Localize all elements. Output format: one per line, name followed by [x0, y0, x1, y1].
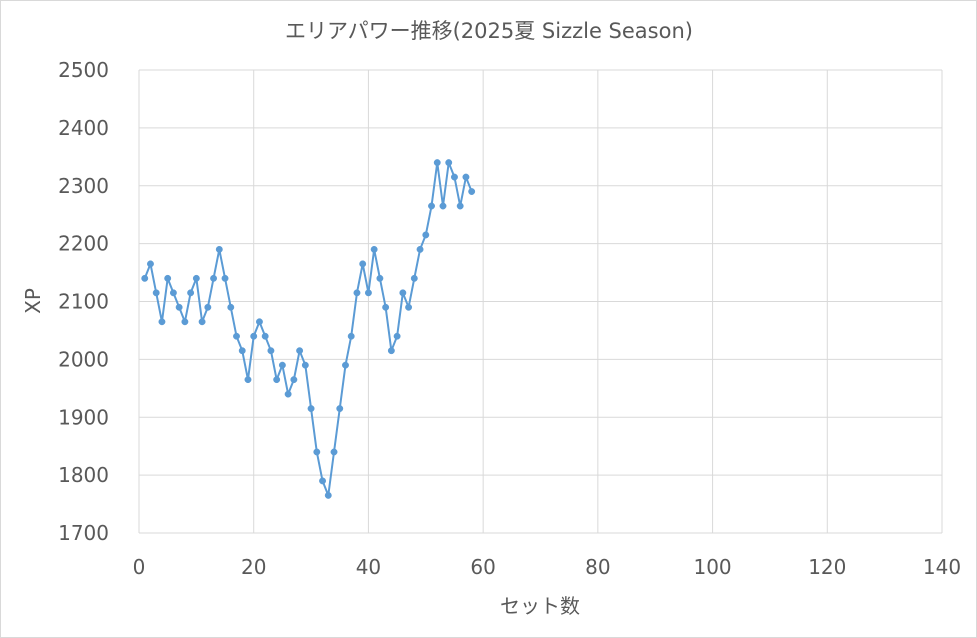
data-point	[382, 303, 390, 311]
data-point	[147, 260, 154, 268]
data-point	[187, 289, 195, 297]
data-point	[445, 159, 453, 167]
data-point	[451, 173, 458, 181]
data-point	[204, 303, 212, 311]
data-point	[370, 245, 378, 253]
chart-title: エリアパワー推移(2025夏 Sizzle Season)	[285, 19, 693, 43]
data-point	[324, 491, 332, 499]
data-point	[433, 159, 441, 167]
data-point	[210, 274, 218, 282]
data-point	[410, 274, 418, 282]
data-point	[462, 173, 470, 181]
data-point	[221, 274, 229, 282]
data-point	[468, 188, 476, 195]
x-axis-title: セット数	[500, 594, 580, 618]
data-point	[296, 347, 304, 355]
x-tick-label: 100	[693, 555, 731, 579]
data-point	[198, 318, 206, 326]
data-point	[405, 303, 413, 311]
x-tick-label: 80	[585, 555, 610, 579]
data-point	[141, 274, 149, 282]
data-point	[456, 202, 464, 210]
data-point	[336, 405, 344, 413]
y-tick-label: 2200	[58, 232, 109, 256]
data-point	[181, 318, 189, 326]
data-point	[215, 245, 223, 253]
grid-layer	[138, 69, 943, 534]
data-point	[152, 289, 160, 297]
data-point	[290, 376, 298, 384]
y-tick-label: 1700	[58, 521, 109, 545]
data-point	[364, 289, 372, 297]
x-tick-label: 60	[470, 555, 495, 579]
y-tick-label: 2500	[58, 58, 109, 82]
data-point	[175, 303, 183, 311]
data-point	[250, 332, 258, 340]
data-point	[192, 274, 200, 282]
data-point	[319, 477, 326, 485]
data-point	[428, 202, 435, 210]
data-point	[233, 332, 240, 340]
data-point	[439, 202, 447, 210]
data-point	[261, 332, 269, 340]
data-point	[393, 332, 401, 340]
y-tick-label: 1800	[58, 463, 109, 487]
data-point	[416, 245, 424, 253]
y-tick-label: 2100	[58, 290, 109, 314]
data-point	[158, 318, 166, 326]
tick-labels: 1700 1800 1900 2000 2100 2200 2300 2400 2500 0 20 4…	[58, 58, 961, 579]
x-tick-label: 20	[241, 555, 266, 579]
data-point	[376, 274, 384, 282]
data-point	[342, 361, 349, 369]
data-point	[399, 289, 407, 297]
data-point	[330, 448, 338, 456]
series-layer	[141, 159, 476, 499]
data-point	[256, 318, 263, 326]
series-line	[143, 161, 473, 497]
x-tick-label: 120	[808, 555, 846, 579]
data-point	[359, 260, 367, 268]
data-point	[387, 347, 395, 355]
data-point	[278, 361, 286, 369]
data-point	[301, 361, 309, 369]
data-point	[422, 231, 430, 239]
y-tick-label: 2000	[58, 347, 109, 371]
data-point	[227, 303, 235, 311]
data-point	[244, 376, 252, 384]
y-axis-title: XP	[21, 288, 45, 314]
data-point	[313, 448, 321, 456]
data-point	[284, 390, 292, 398]
data-point	[273, 376, 281, 384]
y-tick-label: 2400	[58, 116, 109, 140]
x-tick-label: 0	[133, 555, 146, 579]
data-point	[307, 405, 315, 413]
data-point	[267, 347, 275, 355]
x-tick-label: 40	[356, 555, 381, 579]
y-tick-label: 2300	[58, 174, 109, 198]
x-tick-label: 140	[923, 555, 961, 579]
data-point	[169, 289, 177, 297]
data-point	[238, 347, 246, 355]
y-tick-label: 1900	[58, 405, 109, 429]
data-point	[347, 332, 355, 340]
data-point	[353, 289, 361, 297]
data-point	[164, 274, 172, 282]
